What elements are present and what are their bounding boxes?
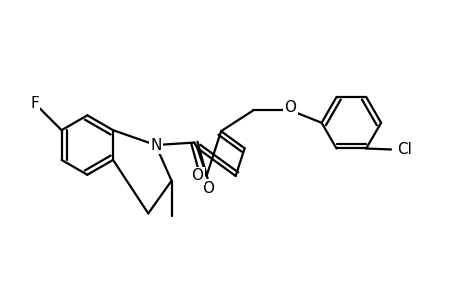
- Text: O: O: [284, 100, 296, 116]
- Text: Cl: Cl: [397, 142, 411, 157]
- Text: F: F: [30, 96, 39, 111]
- Text: N: N: [150, 137, 161, 152]
- Text: O: O: [201, 181, 213, 196]
- Text: O: O: [191, 169, 203, 184]
